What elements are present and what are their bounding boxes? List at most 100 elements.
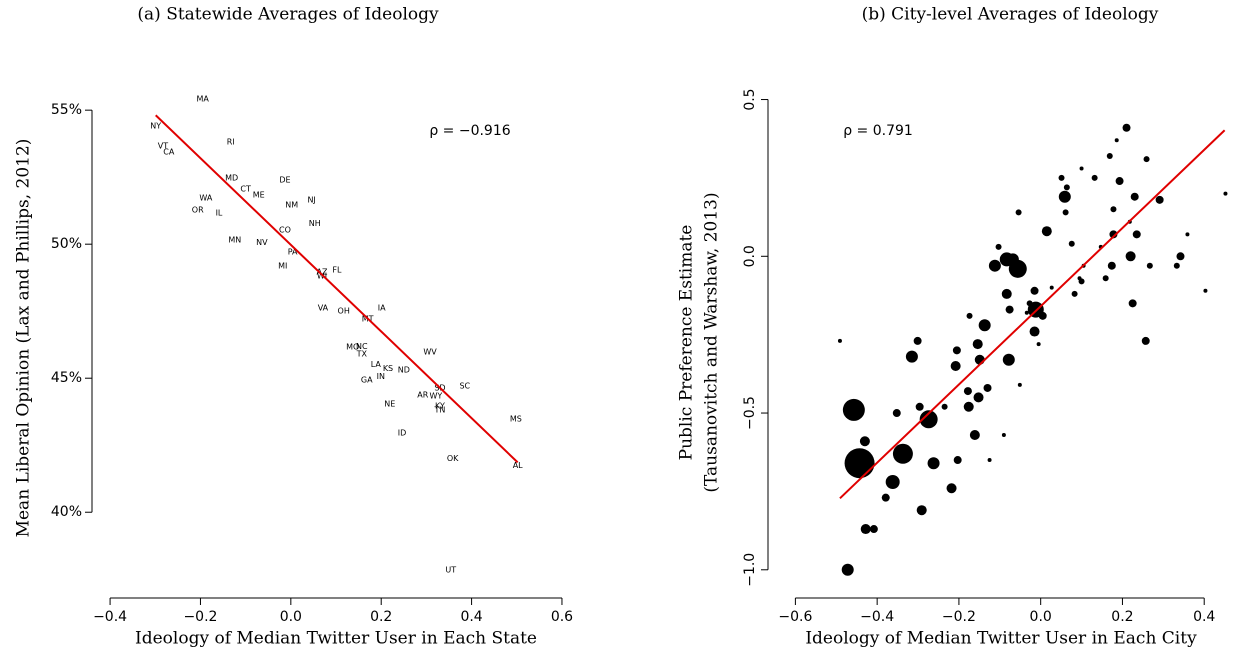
city-point (1173, 262, 1180, 269)
city-point (1030, 286, 1039, 295)
x-tick-label: 0.2 (1111, 609, 1133, 625)
state-point: NJ (307, 196, 315, 205)
city-point (973, 392, 984, 403)
x-tick-label: 0.0 (280, 609, 302, 625)
state-point: NE (384, 400, 395, 409)
city-point (1125, 251, 1136, 262)
city-point (860, 524, 871, 535)
annotation: ρ = −0.916 (429, 123, 510, 139)
city-point (966, 312, 973, 319)
city-point (842, 398, 865, 421)
fit-line (155, 114, 519, 464)
city-point (1155, 195, 1164, 204)
city-point (941, 403, 948, 410)
x-tick-label: 0.6 (551, 609, 573, 625)
fit-line (839, 129, 1226, 500)
y-tick-label: 55% (51, 102, 82, 118)
y-axis-label: (Tausanovitch and Warshaw, 2013) (702, 192, 722, 492)
state-point: CO (279, 226, 291, 235)
y-axis-label: Mean Liberal Opinion (Lax and Phillips, … (14, 139, 34, 538)
y-tick-label: 40% (51, 504, 82, 520)
y-axis-label: Public Preference Estimate (677, 225, 697, 461)
city-point (919, 410, 938, 429)
state-point: KY (435, 402, 445, 411)
city-point (1203, 288, 1208, 293)
state-point: LA (371, 360, 382, 369)
x-tick-label: −0.2 (942, 609, 976, 625)
city-point (915, 402, 924, 411)
city-point (1002, 353, 1015, 366)
state-point: AR (417, 391, 428, 400)
city-point (952, 346, 961, 355)
city-point (1058, 174, 1065, 181)
x-axis-label: Ideology of Median Twitter User in Each … (135, 629, 537, 649)
city-point (1058, 190, 1071, 203)
city-point (1079, 166, 1084, 171)
city-point (1005, 305, 1014, 314)
city-point (1091, 174, 1098, 181)
city-point (837, 338, 842, 343)
city-point (1024, 310, 1029, 315)
state-point: MD (225, 174, 238, 183)
city-point (892, 443, 913, 464)
state-point: MI (278, 262, 287, 271)
state-point: RI (227, 138, 235, 147)
city-point (841, 563, 854, 576)
city-point (983, 383, 992, 392)
state-point: FL (332, 266, 342, 275)
annotation: ρ = 0.791 (843, 123, 913, 139)
city-point (1001, 288, 1012, 299)
state-point: NC (356, 342, 368, 351)
city-point (1102, 275, 1109, 282)
x-tick-label: −0.4 (860, 609, 894, 625)
city-point (1038, 311, 1047, 320)
city-point (1071, 290, 1078, 297)
city-point (844, 448, 875, 479)
city-point (1122, 123, 1131, 132)
city-point (972, 339, 983, 350)
x-tick-label: 0.4 (1193, 609, 1215, 625)
state-point: OH (338, 307, 350, 316)
city-point (1223, 191, 1228, 196)
city-point (1185, 232, 1190, 237)
state-point: IA (378, 304, 386, 313)
state-point: NH (309, 219, 321, 228)
state-point: KS (383, 364, 393, 373)
city-point (1008, 259, 1027, 278)
city-point (1132, 230, 1141, 239)
state-point: DE (279, 176, 290, 185)
city-point (988, 259, 1001, 272)
city-point (1128, 299, 1137, 308)
city-point (987, 458, 992, 463)
city-point (1115, 177, 1124, 186)
state-point: OR (192, 206, 204, 215)
state-point: MS (510, 415, 522, 424)
y-tick-label: 45% (51, 370, 82, 386)
city-point (1107, 261, 1116, 270)
city-point (1078, 278, 1085, 285)
city-point (892, 409, 901, 418)
city-point (1062, 209, 1069, 216)
y-tick-label: 0.5 (742, 88, 758, 110)
city-point (1143, 156, 1150, 163)
state-point: WV (423, 348, 437, 357)
city-point (881, 493, 890, 502)
state-point: MN (228, 236, 241, 245)
city-point (1001, 432, 1006, 437)
state-point: TX (356, 350, 368, 359)
x-axis-label: Ideology of Median Twitter User in Each … (805, 629, 1197, 649)
city-point (1068, 240, 1075, 247)
state-point: NM (285, 201, 298, 210)
state-point: GA (361, 376, 373, 385)
state-point: WA (199, 194, 212, 203)
state-point: VT (158, 142, 168, 151)
city-point (905, 350, 918, 363)
city-point (1106, 152, 1113, 159)
city-point (1130, 192, 1139, 201)
city-point (1029, 326, 1040, 337)
city-point (969, 429, 980, 440)
city-point (916, 505, 927, 516)
state-point: MA (197, 95, 210, 104)
city-point (1146, 262, 1153, 269)
city-point (1176, 252, 1185, 261)
